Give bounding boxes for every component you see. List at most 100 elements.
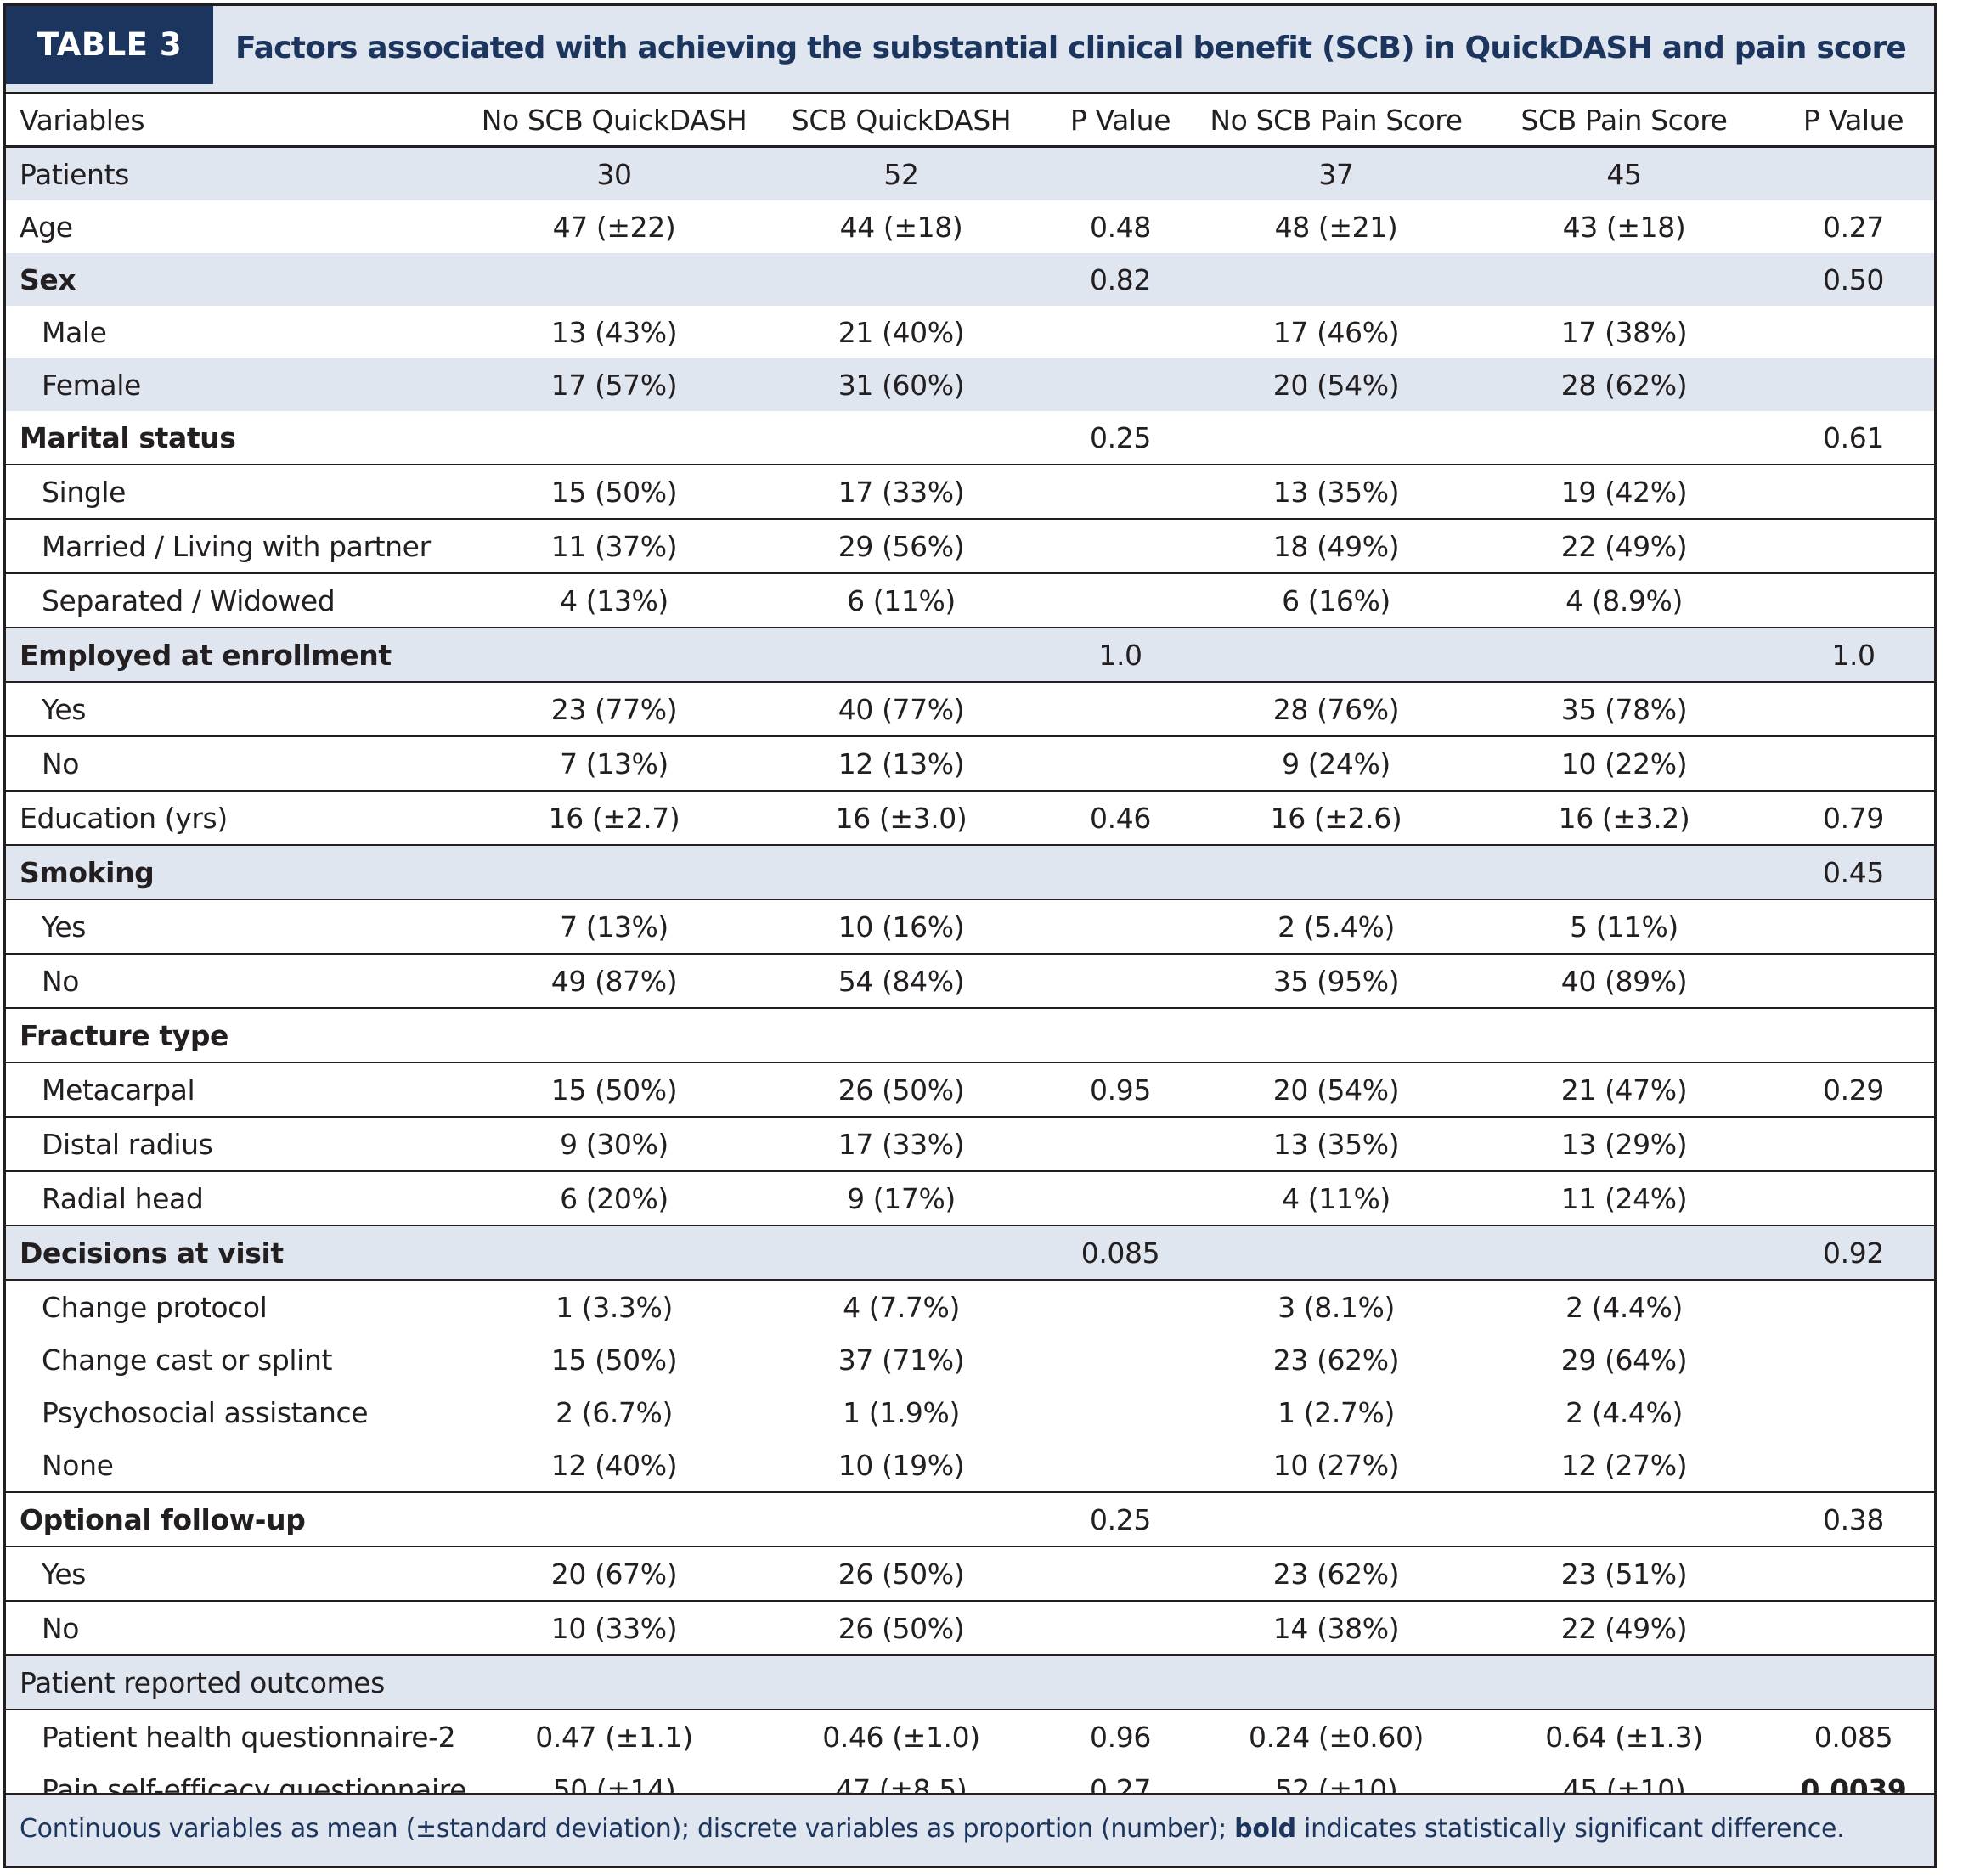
column-header-scb-pain: SCB Pain Score: [1475, 94, 1773, 148]
cell-scb-pain: 12 (27%): [1475, 1439, 1773, 1493]
table-footnote: Continuous variables as mean (±standard …: [6, 1793, 1934, 1866]
cell-scb-quickdash: 29 (56%): [759, 519, 1044, 574]
data-table: Variables No SCB QuickDASH SCB QuickDASH…: [6, 94, 1934, 1816]
table-row: Sex 0.82 0.50: [6, 253, 1934, 306]
cell-no-scb-pain: 2 (5.4%): [1197, 899, 1475, 955]
cell-p-value-quickdash: [1044, 845, 1197, 900]
cell-scb-pain: [1475, 411, 1773, 465]
cell-no-scb-pain: 6 (16%): [1197, 573, 1475, 628]
cell-p-value-quickdash: [1044, 1008, 1197, 1063]
table-row: Female 17 (57%) 31 (60%) 20 (54%) 28 (62%): [6, 358, 1934, 411]
row-label: Sex: [6, 253, 470, 306]
row-label: Patient reported outcomes: [6, 1655, 470, 1710]
cell-scb-quickdash: 54 (84%): [759, 954, 1044, 1009]
table-row: Yes 20 (67%) 26 (50%) 23 (62%) 23 (51%): [6, 1546, 1934, 1602]
column-header-variables: Variables: [6, 94, 470, 148]
cell-p-value-pain: 1.0: [1773, 628, 1934, 683]
row-label: None: [6, 1439, 470, 1493]
cell-no-scb-quickdash: 12 (40%): [470, 1439, 759, 1493]
column-header-no-scb-pain: No SCB Pain Score: [1197, 94, 1475, 148]
table-row: No 49 (87%) 54 (84%) 35 (95%) 40 (89%): [6, 954, 1934, 1009]
table-row: Yes 7 (13%) 10 (16%) 2 (5.4%) 5 (11%): [6, 899, 1934, 955]
column-header-scb-quickdash: SCB QuickDASH: [759, 94, 1044, 148]
cell-p-value-quickdash: [1044, 146, 1197, 200]
cell-no-scb-quickdash: 15 (50%): [470, 1062, 759, 1118]
cell-no-scb-pain: 9 (24%): [1197, 736, 1475, 792]
row-label: Yes: [6, 899, 470, 955]
table-row: Smoking 0.45: [6, 845, 1934, 900]
cell-p-value-quickdash: [1044, 306, 1197, 358]
cell-no-scb-pain: [1197, 845, 1475, 900]
cell-scb-pain: 11 (24%): [1475, 1171, 1773, 1226]
row-label: Marital status: [6, 411, 470, 465]
cell-p-value-quickdash: [1044, 1280, 1197, 1333]
row-label: No: [6, 1601, 470, 1656]
table-row: No 10 (33%) 26 (50%) 14 (38%) 22 (49%): [6, 1601, 1934, 1656]
table-row: None 12 (40%) 10 (19%) 10 (27%) 12 (27%): [6, 1439, 1934, 1493]
table-row: Fracture type: [6, 1008, 1934, 1063]
cell-no-scb-quickdash: 2 (6.7%): [556, 1395, 673, 1429]
cell-scb-pain: [1475, 1225, 1773, 1281]
table-row: Optional follow-up 0.25 0.38: [6, 1492, 1934, 1547]
cell-no-scb-pain: 20 (54%): [1197, 1062, 1475, 1118]
cell-no-scb-quickdash: 10 (33%): [470, 1601, 759, 1656]
cell-no-scb-pain: [1197, 628, 1475, 683]
cell-p-value-pain: [1773, 1655, 1934, 1710]
cell-p-value-pain: [1773, 358, 1934, 411]
cell-no-scb-quickdash: 7 (13%): [470, 899, 759, 955]
cell-scb-quickdash: [759, 628, 1044, 683]
cell-no-scb-pain: 14 (38%): [1197, 1601, 1475, 1656]
cell-no-scb-pain: [1197, 411, 1475, 465]
cell-p-value-pain: 0.50: [1773, 253, 1934, 306]
cell-scb-quickdash: [759, 411, 1044, 465]
cell-scb-pain: 10 (22%): [1475, 736, 1773, 792]
cell-scb-pain: [1475, 628, 1773, 683]
cell-p-value-quickdash: 0.25: [1044, 411, 1197, 465]
cell-no-scb-pain: 10 (27%): [1197, 1439, 1475, 1493]
cell-scb-quickdash: [759, 1008, 1044, 1063]
cell-no-scb-pain: 13 (35%): [1197, 1117, 1475, 1172]
cell-p-value-pain: [1773, 1280, 1934, 1333]
table-row: Decisions at visit 0.085 0.92: [6, 1225, 1934, 1281]
table-row: Metacarpal 15 (50%) 26 (50%) 0.95 20 (54%) 21…: [6, 1062, 1934, 1118]
table-row: Male 13 (43%) 21 (40%) 17 (46%) 17 (38%): [6, 306, 1934, 358]
table-row: No 7 (13%) 12 (13%) 9 (24%) 10 (22%): [6, 736, 1934, 792]
cell-no-scb-quickdash: 9 (30%): [470, 1117, 759, 1172]
cell-scb-quickdash: 4 (7.7%): [843, 1290, 960, 1324]
row-label: Employed at enrollment: [6, 628, 470, 683]
cell-no-scb-quickdash: 11 (37%): [470, 519, 759, 574]
cell-p-value-quickdash: [1044, 736, 1197, 792]
cell-scb-pain: 4 (8.9%): [1475, 573, 1773, 628]
cell-scb-quickdash: 0.46 (±1.0): [822, 1720, 980, 1754]
table-row: Change protocol 1 (3.3%) 4 (7.7%) 3 (8.1%) 2…: [6, 1280, 1934, 1333]
cell-scb-pain: 40 (89%): [1475, 954, 1773, 1009]
table-row: Marital status 0.25 0.61: [6, 411, 1934, 465]
cell-scb-pain: 2 (4.4%): [1565, 1395, 1683, 1429]
cell-no-scb-pain: 28 (76%): [1197, 682, 1475, 737]
cell-p-value-quickdash: [1044, 465, 1197, 520]
table-title: Factors associated with achieving the su…: [235, 31, 1907, 65]
cell-no-scb-pain: 37: [1197, 146, 1475, 200]
cell-p-value-quickdash: [1044, 519, 1197, 574]
row-label: Age: [20, 210, 73, 244]
cell-no-scb-quickdash: 16 (±2.7): [470, 791, 759, 846]
cell-scb-pain: 0.64 (±1.3): [1545, 1720, 1703, 1754]
cell-p-value-quickdash: [1044, 954, 1197, 1009]
cell-p-value-pain: 0.61: [1773, 411, 1934, 465]
row-label: Separated / Widowed: [6, 573, 470, 628]
cell-p-value-pain: [1773, 1171, 1934, 1226]
cell-scb-pain: 45: [1475, 146, 1773, 200]
cell-scb-quickdash: [759, 1655, 1044, 1710]
cell-p-value-quickdash: 0.25: [1044, 1492, 1197, 1547]
cell-p-value-pain: 0.79: [1773, 791, 1934, 846]
cell-no-scb-quickdash: 20 (67%): [470, 1546, 759, 1602]
cell-no-scb-pain: [1197, 1492, 1475, 1547]
row-label: Optional follow-up: [6, 1492, 470, 1547]
cell-scb-pain: 2 (4.4%): [1565, 1290, 1683, 1324]
row-label: Education (yrs): [6, 791, 470, 846]
cell-p-value-pain: [1773, 954, 1934, 1009]
cell-p-value-quickdash: [1044, 1439, 1197, 1493]
table-row: Separated / Widowed 4 (13%) 6 (11%) 6 (16%)…: [6, 573, 1934, 628]
cell-scb-pain: [1475, 253, 1773, 306]
row-label: Single: [6, 465, 470, 520]
